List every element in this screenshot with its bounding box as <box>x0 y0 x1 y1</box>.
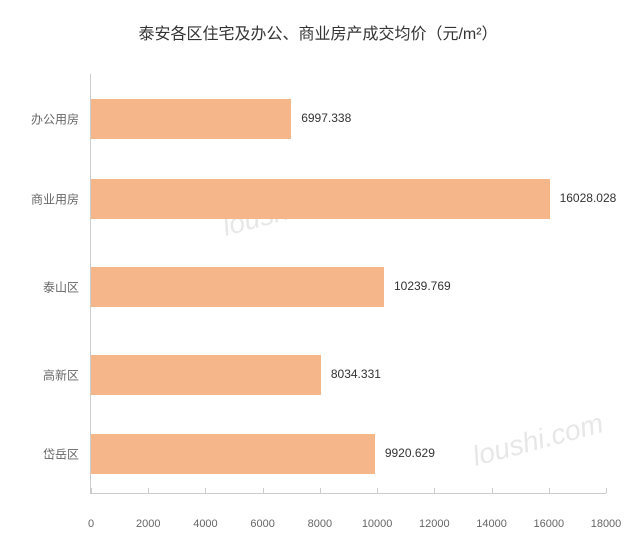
y-axis-label: 泰山区 <box>43 278 79 295</box>
x-axis-tick: 8000 <box>308 518 332 530</box>
bar-value-label: 16028.028 <box>560 191 617 205</box>
x-axis-tick-mark <box>148 488 149 493</box>
bar-row-4: 岱岳区 9920.629 <box>91 434 606 474</box>
bar-0: 6997.338 <box>91 99 291 139</box>
x-axis-tick-mark <box>492 488 493 493</box>
bar-3: 8034.331 <box>91 355 321 395</box>
x-axis-tick: 14000 <box>476 518 507 530</box>
bar-value-label: 8034.331 <box>331 367 381 381</box>
y-axis-label: 高新区 <box>43 366 79 383</box>
y-axis-label: 商业用房 <box>31 190 79 207</box>
x-axis-tick-mark <box>606 488 607 493</box>
bar-value-label: 6997.338 <box>301 111 351 125</box>
x-axis-tick: 6000 <box>250 518 274 530</box>
x-axis-tick: 18000 <box>591 518 622 530</box>
x-axis-tick: 2000 <box>136 518 160 530</box>
x-axis-tick-mark <box>205 488 206 493</box>
bar-value-label: 10239.769 <box>394 279 451 293</box>
x-axis-tick-mark <box>91 488 92 493</box>
chart-container: 泰安各区住宅及办公、商业房产成交均价（元/m²） loushi.com lous… <box>0 0 636 541</box>
bar-row-0: 办公用房 6997.338 <box>91 99 606 139</box>
x-axis-tick: 0 <box>88 518 94 530</box>
bar-2: 10239.769 <box>91 267 384 307</box>
y-axis-label: 岱岳区 <box>43 446 79 463</box>
bar-value-label: 9920.629 <box>385 446 435 460</box>
bar-4: 9920.629 <box>91 434 375 474</box>
chart-title: 泰安各区住宅及办公、商业房产成交均价（元/m²） <box>30 20 606 44</box>
x-axis-tick-mark <box>549 488 550 493</box>
x-axis-tick-mark <box>377 488 378 493</box>
plot-area: loushi.com loushi.com 办公用房 6997.338 商业用房… <box>90 74 606 494</box>
y-axis-label: 办公用房 <box>31 111 79 128</box>
x-axis-tick: 16000 <box>533 518 564 530</box>
bar-row-2: 泰山区 10239.769 <box>91 267 606 307</box>
bar-row-1: 商业用房 16028.028 <box>91 179 606 219</box>
x-axis-tick: 12000 <box>419 518 450 530</box>
x-axis-tick: 10000 <box>362 518 393 530</box>
x-axis-tick-mark <box>434 488 435 493</box>
bar-row-3: 高新区 8034.331 <box>91 355 606 395</box>
x-axis-tick-mark <box>320 488 321 493</box>
x-axis-tick: 4000 <box>193 518 217 530</box>
x-axis-tick-mark <box>263 488 264 493</box>
bar-1: 16028.028 <box>91 179 550 219</box>
